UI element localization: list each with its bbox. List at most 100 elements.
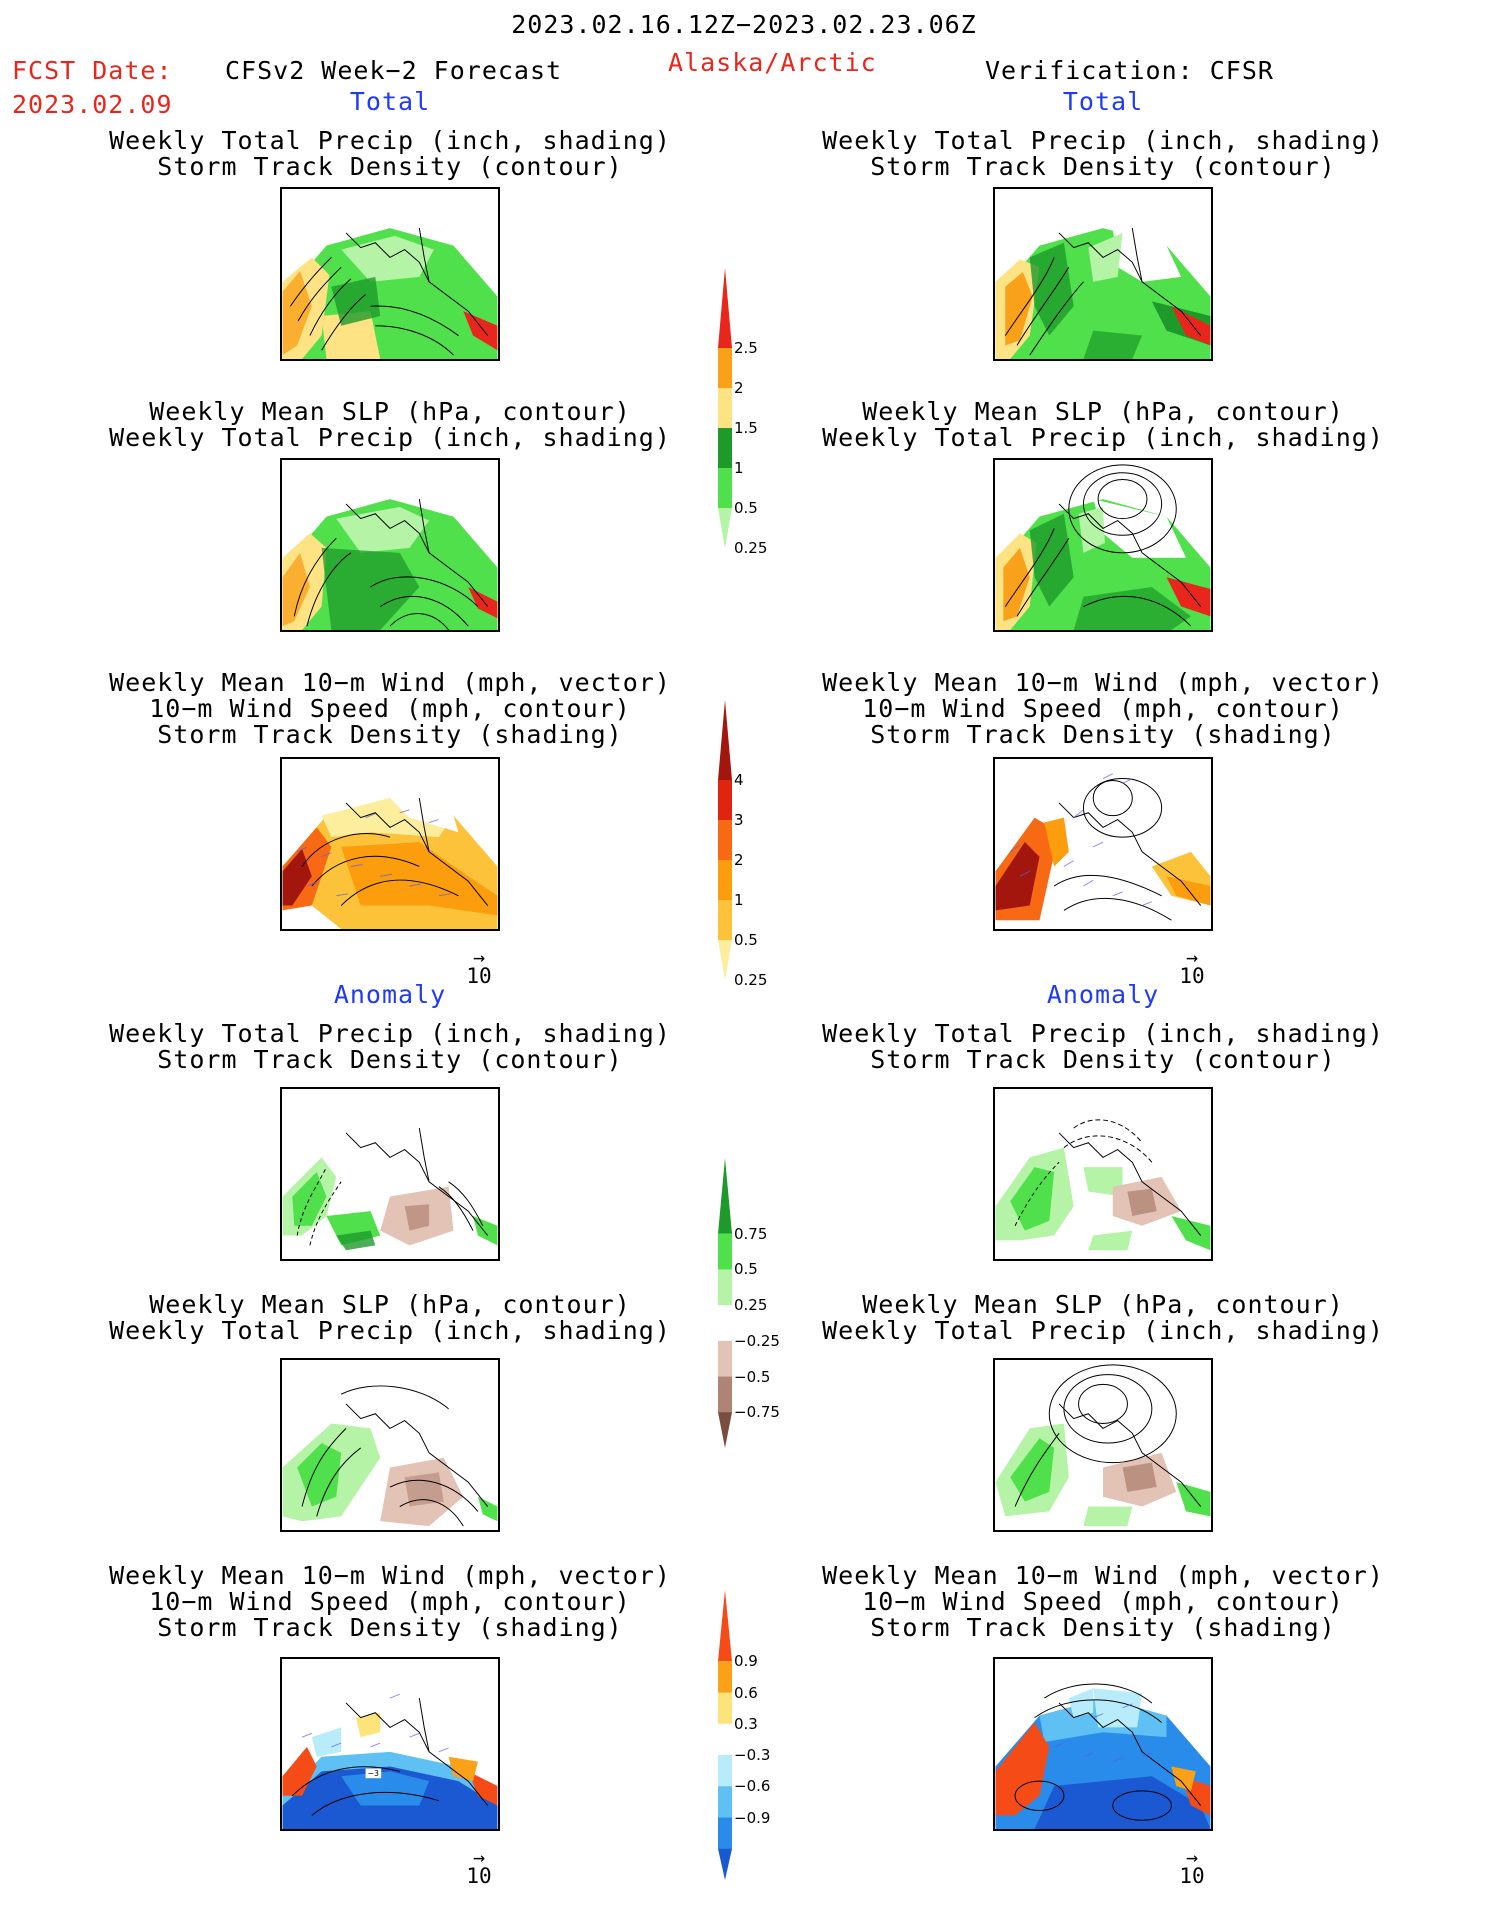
storm-total-tick-label: 4 — [734, 771, 744, 789]
title-anom-wind-storm-r1: Weekly Mean 10−m Wind (mph, vector) — [822, 1561, 1384, 1590]
storm-anom-swatch — [718, 1817, 732, 1850]
vector-ref-total-left: → 10 — [462, 945, 496, 988]
precip-anom-swatch — [718, 1233, 732, 1270]
vector-arrow-icon: → — [472, 1845, 486, 1869]
storm-total-swatch — [718, 700, 732, 780]
title-slp-precip-l1: Weekly Mean SLP (hPa, contour) — [149, 397, 631, 426]
storm-total-swatch — [718, 940, 732, 980]
storm-total-swatch — [718, 900, 732, 941]
precip-total-swatch — [718, 388, 732, 429]
vector-ref-value: 10 — [1179, 1864, 1205, 1888]
colorbar-precip-anomaly: 0.75 0.5 0.25 −0.25 −0.5 −0.75 — [716, 1158, 780, 1448]
verification-title: Verification: CFSR — [985, 56, 1274, 85]
title-wind-storm-r3: Storm Track Density (shading) — [870, 720, 1336, 749]
storm-anom-tick-label: 0.6 — [734, 1683, 758, 1702]
storm-anom-tick-label: 0.9 — [734, 1652, 758, 1671]
title-anom-wind-storm-r3: Storm Track Density (shading) — [870, 1613, 1336, 1642]
map-slp-precip-verification — [993, 458, 1213, 632]
precip-total-tick-label: 2.5 — [734, 339, 758, 357]
precip-total-swatch — [718, 348, 732, 389]
storm-anom-swatch — [718, 1692, 732, 1725]
map-precip-storm-verification — [993, 187, 1213, 361]
precip-total-swatch — [718, 508, 732, 548]
storm-total-swatch — [718, 820, 732, 861]
precip-anom-swatch — [718, 1376, 732, 1413]
storm-anom-tick-label: −0.3 — [734, 1746, 771, 1764]
title-anom-slp-precip-r1: Weekly Mean SLP (hPa, contour) — [862, 1290, 1344, 1319]
map-precip-storm-forecast — [280, 187, 500, 361]
section-total-right: Total — [1062, 87, 1144, 116]
title-precip-storm-l2: Storm Track Density (contour) — [157, 152, 623, 181]
title-anom-slp-precip-l1: Weekly Mean SLP (hPa, contour) — [149, 1290, 631, 1319]
title-anom-precip-storm-r1: Weekly Total Precip (inch, shading) — [822, 1019, 1384, 1048]
storm-total-tick-label: 0.25 — [734, 971, 768, 989]
storm-total-tick-label: 1 — [734, 891, 744, 909]
vector-arrow-icon: → — [472, 945, 486, 969]
section-total-left: Total — [349, 87, 431, 116]
title-slp-precip-r2: Weekly Total Precip (inch, shading) — [822, 423, 1384, 452]
title-anom-wind-storm-l1: Weekly Mean 10−m Wind (mph, vector) — [109, 1561, 671, 1590]
map-anom-precip-storm-verification — [993, 1087, 1213, 1261]
precip-total-tick-label: 0.25 — [734, 539, 768, 557]
storm-anom-swatch — [718, 1848, 732, 1880]
map-slp-precip-forecast — [280, 458, 500, 632]
precip-anom-tick-label: −0.75 — [734, 1403, 780, 1422]
vector-ref-total-right: → 10 — [1175, 947, 1209, 988]
title-anom-precip-storm-l2: Storm Track Density (contour) — [157, 1045, 623, 1074]
colorbar-precip-total: 2.5 2 1.5 1 0.5 0.25 — [716, 268, 776, 557]
title-wind-storm-r1: Weekly Mean 10−m Wind (mph, vector) — [822, 668, 1384, 697]
title-wind-storm-r2: 10−m Wind Speed (mph, contour) — [862, 694, 1344, 723]
precip-anom-tick-label: 0.5 — [734, 1260, 758, 1279]
vector-ref-value: 10 — [1179, 964, 1205, 988]
fcst-date-label: FCST Date: — [12, 56, 173, 85]
title-anom-precip-storm-r2: Storm Track Density (contour) — [870, 1045, 1336, 1074]
storm-anom-swatch — [718, 1661, 732, 1693]
storm-anom-swatch — [718, 1723, 732, 1756]
precip-anom-tick-label: −0.5 — [734, 1367, 771, 1386]
title-precip-storm-r1: Weekly Total Precip (inch, shading) — [822, 126, 1384, 155]
vector-ref-value: 10 — [466, 1864, 492, 1888]
precip-total-tick-label: 2 — [734, 379, 744, 397]
map-anom-slp-precip-forecast — [280, 1358, 500, 1532]
model-title: CFSv2 Week−2 Forecast — [225, 56, 563, 85]
title-wind-storm-l1: Weekly Mean 10−m Wind (mph, vector) — [109, 668, 671, 697]
title-anom-wind-storm-l3: Storm Track Density (shading) — [157, 1613, 623, 1642]
precip-total-swatch — [718, 268, 732, 348]
vector-ref-value: 10 — [466, 964, 492, 988]
title-anom-slp-precip-r2: Weekly Total Precip (inch, shading) — [822, 1316, 1384, 1345]
title-anom-wind-storm-r2: 10−m Wind Speed (mph, contour) — [862, 1587, 1344, 1616]
precip-anom-tick-label: 0.75 — [734, 1224, 768, 1243]
storm-total-tick-label: 2 — [734, 851, 744, 869]
precip-total-swatch — [718, 428, 732, 469]
precip-anom-tick-label: −0.25 — [734, 1331, 780, 1350]
storm-anom-tick-label: −0.9 — [734, 1808, 771, 1827]
title-precip-storm-l1: Weekly Total Precip (inch, shading) — [109, 126, 671, 155]
storm-anom-swatch — [718, 1590, 732, 1662]
precip-anom-swatch — [718, 1340, 732, 1378]
title-wind-storm-l3: Storm Track Density (shading) — [157, 720, 623, 749]
region-title: Alaska/Arctic — [668, 48, 877, 77]
colorbar-storm-total: 4 3 2 1 0.5 0.25 — [716, 700, 776, 989]
section-anomaly-left: Anomaly — [333, 980, 447, 1009]
storm-anom-swatch — [718, 1786, 732, 1818]
vector-ref-anom-right: → 10 — [1175, 1847, 1209, 1888]
date-range-title: 2023.02.16.12Z−2023.02.23.06Z — [511, 10, 977, 39]
title-anom-precip-storm-l1: Weekly Total Precip (inch, shading) — [109, 1019, 671, 1048]
map-anom-precip-storm-forecast — [280, 1087, 500, 1261]
title-anom-wind-storm-l2: 10−m Wind Speed (mph, contour) — [149, 1587, 631, 1616]
fcst-date-value: 2023.02.09 — [12, 90, 173, 119]
precip-anom-swatch — [718, 1269, 732, 1306]
storm-anom-swatch — [718, 1755, 732, 1787]
map-wind-storm-forecast — [280, 757, 500, 931]
map-anom-wind-storm-forecast: −3 — [280, 1657, 500, 1831]
precip-total-tick-label: 1.5 — [734, 419, 758, 437]
storm-total-tick-label: 0.5 — [734, 931, 758, 949]
precip-anom-tick-label: 0.25 — [734, 1296, 768, 1315]
storm-total-swatch — [718, 860, 732, 901]
title-slp-precip-r1: Weekly Mean SLP (hPa, contour) — [862, 397, 1344, 426]
svg-text:−3: −3 — [368, 1769, 380, 1778]
colorbar-storm-anomaly: 0.9 0.6 0.3 −0.3 −0.6 −0.9 — [716, 1590, 776, 1880]
precip-anom-swatch — [718, 1412, 732, 1448]
map-anom-slp-precip-verification — [993, 1358, 1213, 1532]
storm-total-tick-label: 3 — [734, 811, 744, 829]
